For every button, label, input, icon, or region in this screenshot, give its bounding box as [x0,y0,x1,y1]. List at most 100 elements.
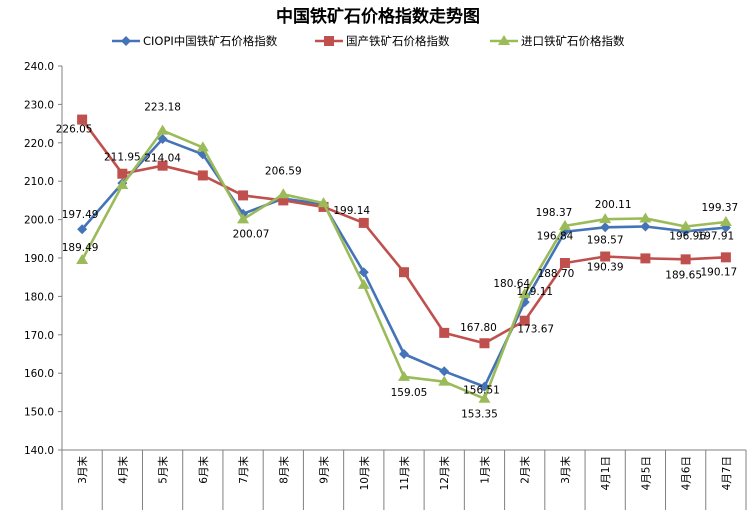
legend-label-imported: 进口铁矿石价格指数 [521,34,625,48]
point-imported [599,213,612,224]
point-imported [156,124,169,135]
point-imported [398,370,410,381]
chart-title: 中国铁矿石价格指数走势图 [276,7,480,27]
y-tick-label: 200.0 [24,215,54,227]
data-label-domestic: 199.14 [333,205,370,217]
data-label-ciopi: 197.49 [62,209,99,221]
legend: CIOPI中国铁矿石价格指数 国产铁矿石价格指数 进口铁矿石价格指数 [0,32,756,50]
x-tick-label: 12月末 [438,456,451,491]
point-domestic [519,315,530,326]
legend-item-ciopi: CIOPI中国铁矿石价格指数 [112,32,277,50]
data-label-domestic: 167.80 [460,322,497,334]
point-domestic [117,168,128,179]
legend-item-imported: 进口铁矿石价格指数 [490,32,625,50]
data-label-domestic: 211.95 [104,152,141,164]
point-ciopi [358,267,369,278]
point-domestic [238,190,249,201]
point-domestic [439,327,450,338]
x-tick-label: 6月末 [197,456,210,484]
point-domestic [157,160,168,171]
point-imported [558,219,571,230]
data-label-imported: 198.37 [536,207,573,219]
x-tick-label: 4月7日 [721,456,733,490]
legend-marker-domestic [324,36,334,46]
x-tick-label: 8月末 [277,456,290,484]
data-label-imported: 180.64 [493,278,530,290]
point-domestic [600,251,611,262]
x-tick-label: 4月5日 [640,456,652,490]
point-domestic [559,257,570,268]
x-tick-label: 4月6日 [681,456,693,490]
point-imported [518,287,531,298]
legend-label-domestic: 国产铁矿石价格指数 [346,34,450,48]
data-label-domestic: 214.04 [144,153,181,165]
data-label-domestic: 188.70 [538,268,575,280]
point-domestic [640,253,651,264]
point-ciopi [600,222,611,233]
y-tick-label: 210.0 [24,176,54,188]
y-tick-label: 150.0 [24,407,54,419]
data-label-ciopi: 197.91 [698,231,735,243]
point-imported [438,375,451,386]
data-label-imported: 159.05 [391,387,428,399]
data-label-imported: 223.18 [144,102,181,114]
x-tick-label: 11月末 [398,456,411,491]
point-imported [639,212,652,223]
legend-swatch-domestic [315,36,343,46]
point-imported [196,141,209,152]
x-tick-label: 9月末 [318,456,331,484]
y-tick-label: 160.0 [24,368,54,380]
data-label-domestic: 173.67 [517,324,554,336]
data-label-domestic: 190.17 [701,266,738,278]
point-domestic [680,254,691,265]
legend-swatch-imported [490,35,518,45]
legend-swatch-ciopi [112,36,140,46]
data-label-domestic: 189.65 [665,269,702,281]
y-tick-label: 170.0 [24,330,54,342]
point-imported [116,179,129,190]
data-label-domestic: 190.39 [587,262,624,274]
point-imported [719,216,732,227]
point-imported [237,213,250,224]
x-tick-label: 4月1日 [600,456,612,490]
x-tick-label: 3月末 [76,456,89,484]
x-tick-label: 7月末 [237,456,250,484]
point-domestic [358,217,369,228]
data-label-domestic: 226.05 [56,124,93,136]
data-label-imported: 206.59 [265,165,302,177]
point-domestic [399,267,409,278]
data-label-ciopi: 179.11 [516,286,553,298]
y-tick-label: 220.0 [24,138,54,150]
data-label-ciopi: 156.51 [463,385,500,397]
y-tick-label: 240.0 [24,61,54,73]
x-tick-label: 1月末 [478,456,491,484]
data-label-imported: 200.11 [595,199,632,211]
data-label-ciopi: 198.57 [587,234,624,246]
legend-item-domestic: 国产铁矿石价格指数 [315,32,450,50]
x-tick-label: 2月末 [519,456,532,484]
y-tick-label: 180.0 [24,291,54,303]
y-tick-label: 230.0 [24,99,54,111]
point-imported [317,197,330,208]
legend-label-ciopi: CIOPI中国铁矿石价格指数 [143,34,278,48]
point-ciopi [439,366,450,377]
point-ciopi [399,349,409,359]
data-label-ciopi: 196.84 [537,231,574,243]
point-ciopi [77,224,88,235]
point-domestic [77,114,88,125]
data-label-imported: 200.07 [233,228,270,240]
data-label-ciopi: 196.96 [669,230,706,242]
x-tick-label: 3月末 [559,456,572,484]
data-label-imported: 189.49 [62,242,99,254]
point-domestic [720,252,731,263]
x-tick-label: 10月末 [358,456,371,491]
point-imported [679,220,692,231]
point-ciopi [640,221,651,232]
point-imported [478,392,491,403]
point-imported [76,253,89,264]
point-imported [357,278,370,289]
y-tick-label: 140.0 [24,445,54,457]
x-tick-label: 5月末 [157,456,170,484]
x-tick-label: 4月末 [116,456,129,484]
